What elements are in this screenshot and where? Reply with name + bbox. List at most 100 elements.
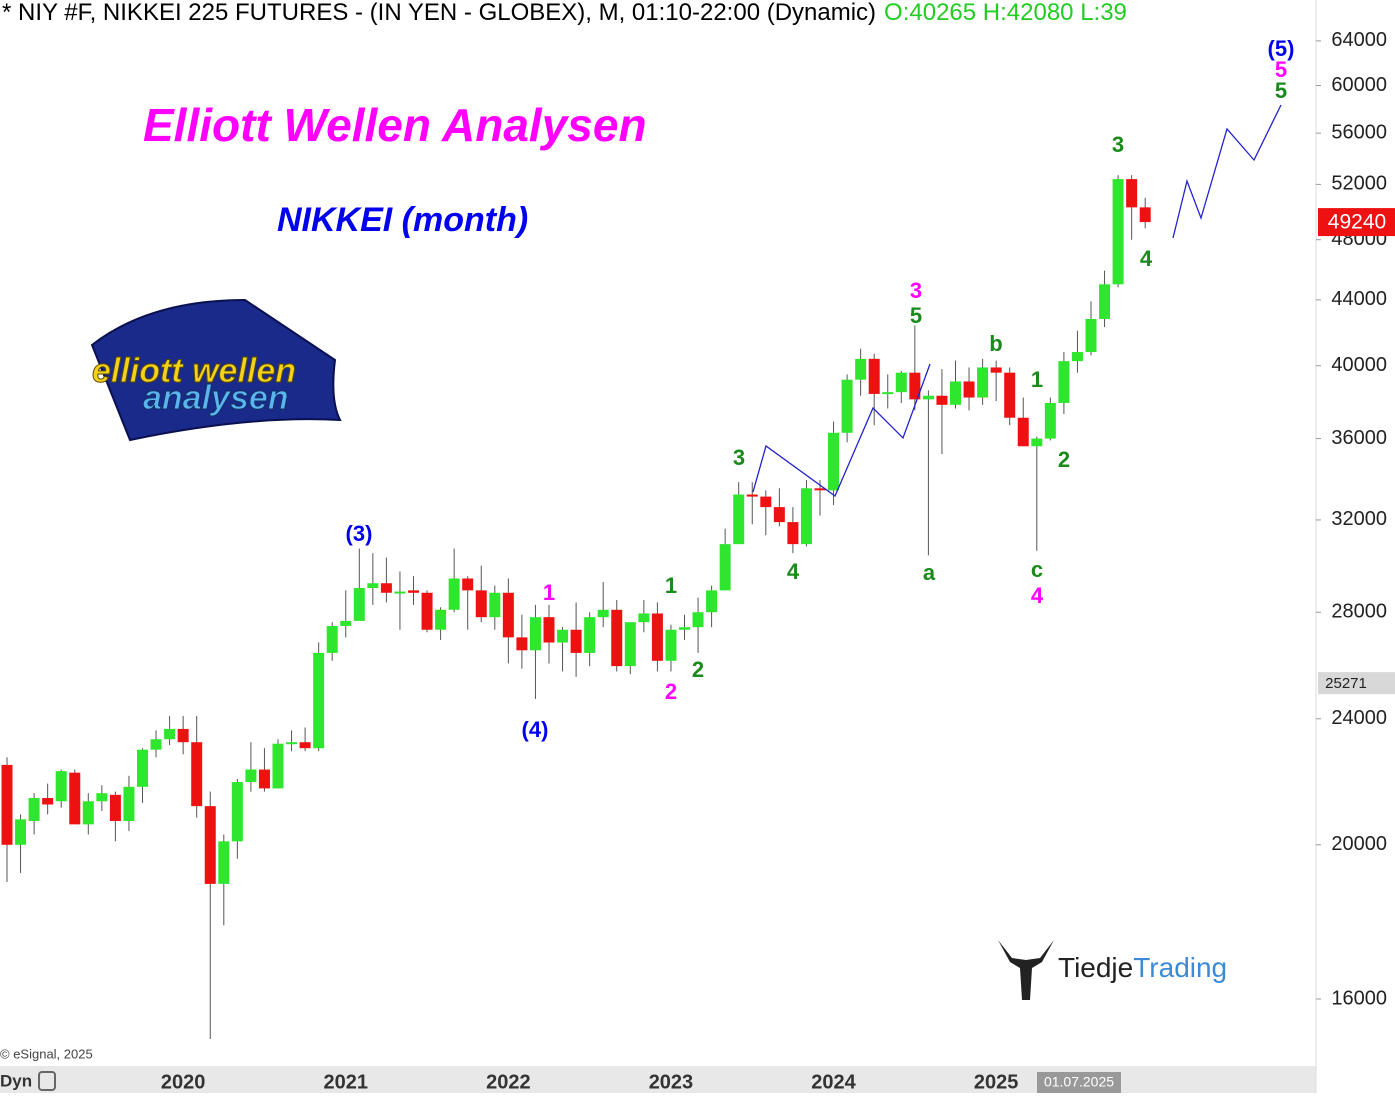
plot (1, 175, 1151, 1040)
copyright: © eSignal, 2025 (0, 1046, 93, 1061)
candle-body (340, 620, 352, 626)
candle-body (1126, 179, 1138, 208)
wave-label: 2 (692, 657, 704, 682)
wave-label: 4 (1140, 246, 1153, 271)
candle-body (922, 395, 934, 400)
candle-body (475, 590, 487, 618)
chart-title: * NIY #F, NIKKEI 225 FUTURES - (IN YEN -… (2, 0, 876, 26)
candle-body (773, 507, 785, 523)
y-tick-label: 36000 (1331, 427, 1387, 449)
candle-body (597, 609, 609, 618)
candle-body (1058, 361, 1070, 403)
candle-body (1004, 372, 1016, 418)
candle-body (977, 367, 989, 398)
candle-body (963, 381, 975, 398)
y-tick-label: 20000 (1331, 833, 1387, 855)
candle-body (611, 609, 623, 667)
candle-body (394, 591, 406, 594)
candle-body (1017, 417, 1029, 447)
crosshair-price-box (1318, 672, 1395, 695)
candle-body (584, 617, 596, 653)
logo: elliott wellen analysen (90, 298, 342, 442)
candle-body (800, 488, 812, 545)
y-tick-label: 60000 (1331, 74, 1387, 96)
x-tick-label: 2024 (811, 1071, 856, 1093)
heading: Elliott Wellen Analysen (143, 99, 647, 151)
logo-text: analysen (143, 379, 289, 417)
wave-label: 3 (733, 445, 745, 470)
candle-body (719, 544, 731, 591)
candle-body (448, 578, 460, 610)
candle-body (1099, 284, 1111, 319)
candle-body (638, 613, 650, 623)
candle-body (1085, 318, 1097, 353)
wave-label: 2 (665, 679, 677, 704)
candle-body (760, 496, 772, 508)
candle-body (990, 367, 1002, 373)
candle-body (1071, 352, 1083, 362)
candle-body (299, 742, 311, 749)
wave-label: (5) (1268, 36, 1295, 61)
crosshair-date-box (1037, 1072, 1121, 1093)
wave-label: 5 (910, 303, 922, 328)
candle-body (55, 771, 67, 802)
candle-body (435, 609, 447, 630)
candle-body (380, 583, 392, 593)
brand-logo: TiedjeTrading (998, 940, 1227, 1000)
candle-body (746, 494, 758, 497)
candle-body (28, 798, 40, 822)
candle-body (191, 742, 203, 807)
candle-body (272, 743, 284, 789)
y-tick-label: 32000 (1331, 508, 1387, 530)
crosshair-price: 25271 (1325, 675, 1367, 692)
candle-body (286, 742, 298, 745)
candle-body (543, 617, 555, 643)
candle-body (936, 395, 948, 405)
candle-body (96, 793, 108, 802)
candle-body (353, 587, 365, 621)
logo-text: elliott wellen (92, 352, 296, 390)
candle-body (245, 769, 257, 783)
candle-body (82, 801, 94, 825)
candle-body (326, 625, 338, 653)
candle-body (665, 629, 677, 661)
candle-body (42, 798, 54, 805)
projection-path (1172, 104, 1282, 239)
candle-body (462, 578, 474, 591)
y-tick-label: 52000 (1331, 173, 1387, 195)
y-tick-label: 28000 (1331, 601, 1387, 623)
x-tick-label: 2025 (974, 1071, 1019, 1093)
candle-body (787, 522, 799, 545)
wave-label: a (923, 560, 936, 585)
x-tick-label: 2020 (161, 1071, 206, 1093)
candle-body (15, 819, 27, 845)
candle-body (882, 392, 894, 395)
candle-body (489, 592, 501, 618)
brand-text: Tiedje (1058, 952, 1133, 983)
chart-title: * NIY #F, NIKKEI 225 FUTURES - (IN YEN -… (2, 0, 1127, 26)
wave-label: 5 (1275, 57, 1287, 82)
brand-text: TiedjeTrading (1058, 952, 1227, 983)
session: Dyn (0, 1071, 32, 1090)
candle-body (137, 749, 148, 787)
candle-body (814, 488, 826, 491)
y-tick-label: 64000 (1331, 29, 1387, 51)
candle-body (258, 769, 270, 789)
wave-path (752, 363, 931, 498)
candle-body (177, 728, 189, 743)
candle-body (895, 372, 907, 393)
candle-body (1139, 207, 1151, 223)
candle-body (164, 728, 176, 740)
wave-label: 1 (665, 573, 677, 598)
last-price-box (1318, 208, 1395, 237)
y-tick-label: 44000 (1331, 288, 1387, 310)
candle-body (733, 494, 745, 545)
wave-label: b (989, 331, 1002, 356)
candle-body (706, 590, 718, 613)
candle-body (1044, 402, 1056, 439)
candle-body (679, 627, 690, 630)
candle-body (529, 617, 541, 651)
candle-body (502, 592, 514, 638)
candle-body (841, 379, 853, 433)
